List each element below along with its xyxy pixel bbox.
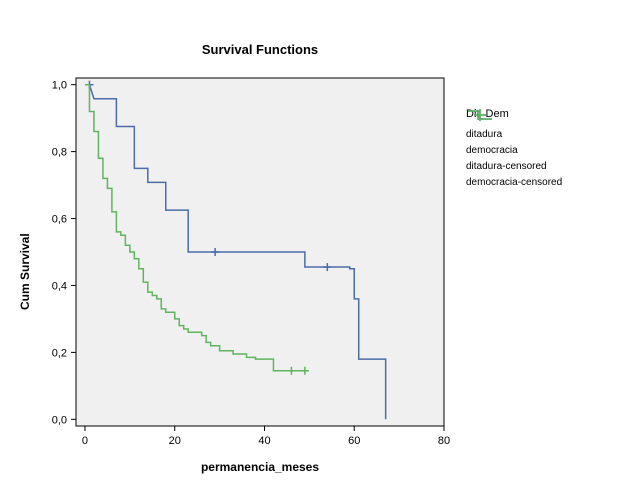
svg-text:1,0: 1,0 <box>52 80 67 92</box>
svg-text:0,8: 0,8 <box>52 147 67 159</box>
svg-text:0,4: 0,4 <box>52 280 67 292</box>
svg-text:20: 20 <box>169 435 181 447</box>
svg-text:0,2: 0,2 <box>52 347 67 359</box>
svg-text:40: 40 <box>258 435 270 447</box>
svg-text:0: 0 <box>82 435 88 447</box>
survival-chart: Survival Functions Cum Survival permanen… <box>0 0 627 502</box>
svg-text:60: 60 <box>348 435 360 447</box>
svg-text:80: 80 <box>438 435 450 447</box>
svg-text:0,0: 0,0 <box>52 414 67 426</box>
svg-text:0,6: 0,6 <box>52 214 67 226</box>
chart-svg: 0 20 40 60 80 0,0 0,2 0,4 0,6 0,8 1,0 <box>0 0 627 502</box>
